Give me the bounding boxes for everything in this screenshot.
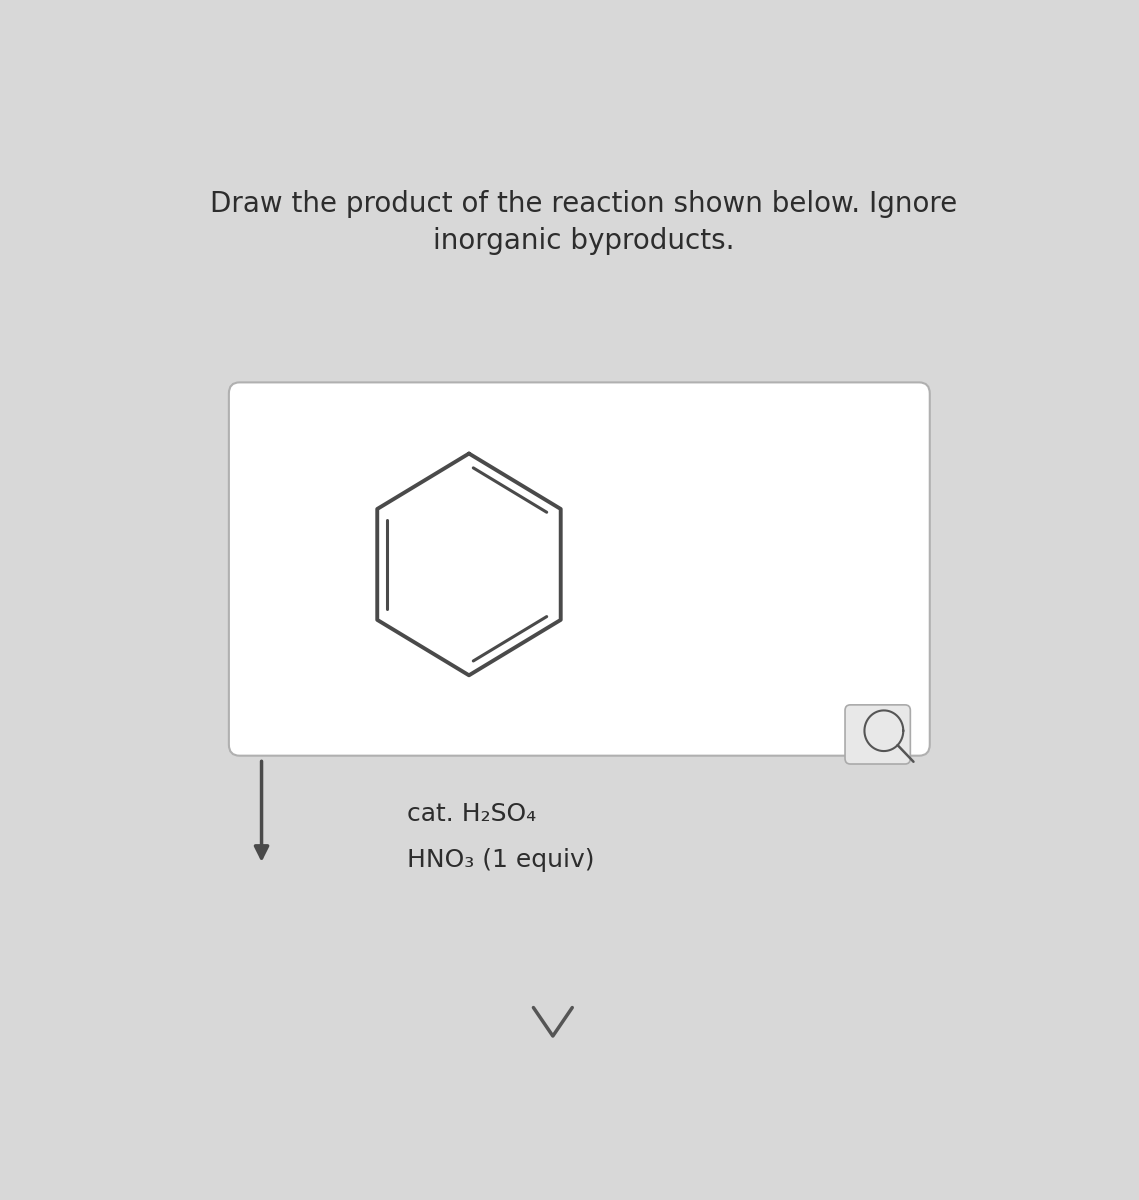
Text: Draw the product of the reaction shown below. Ignore: Draw the product of the reaction shown b…: [210, 190, 958, 218]
FancyBboxPatch shape: [229, 383, 929, 756]
Text: cat. H₂SO₄: cat. H₂SO₄: [408, 802, 536, 826]
Text: inorganic byproducts.: inorganic byproducts.: [433, 227, 735, 256]
FancyBboxPatch shape: [845, 704, 910, 764]
Text: HNO₃ (1 equiv): HNO₃ (1 equiv): [408, 848, 595, 872]
